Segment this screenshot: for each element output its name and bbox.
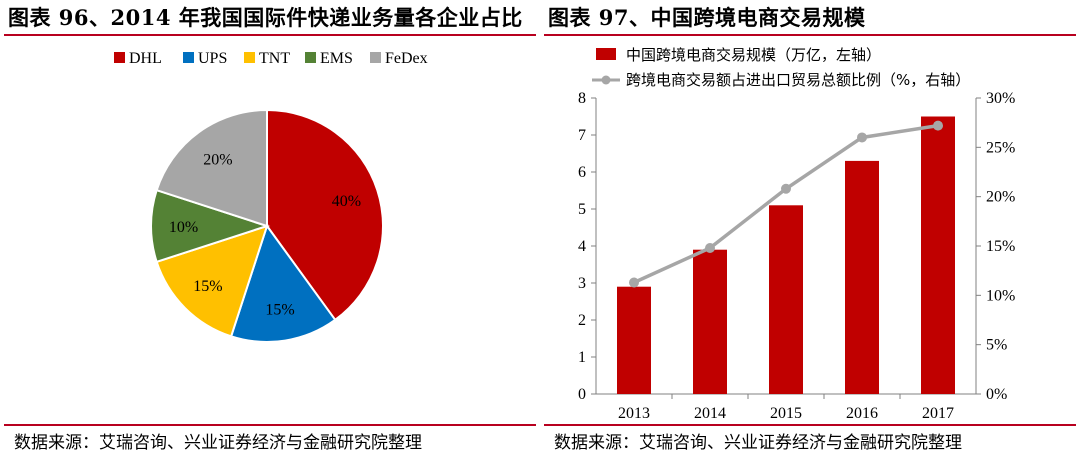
legend-item-bar-series: 中国跨境电商交易规模（万亿，左轴）: [596, 46, 881, 64]
bar-chart-title: 图表 97、中国跨境电商交易规模: [548, 5, 866, 30]
legend-label: 中国跨境电商交易规模（万亿，左轴）: [626, 46, 881, 64]
left-y-tick-label: 2: [578, 312, 586, 329]
legend-item-dhl: DHL: [114, 50, 162, 67]
pie-label-fedex: 20%: [203, 151, 232, 168]
left-y-tick-label: 4: [578, 238, 586, 255]
left-y-tick-label: 7: [578, 127, 586, 144]
legend-marker: [601, 75, 611, 85]
legend-item-tnt: TNT: [244, 50, 290, 67]
left-y-tick-label: 1: [578, 349, 586, 366]
pie-slice-fedex: [155, 108, 268, 228]
pie-label-ups: 15%: [265, 301, 294, 318]
pie-slice-dhl: [266, 108, 384, 322]
legend-swatch: [370, 52, 381, 63]
bar-line-chart: 中国跨境电商交易规模（万亿，左轴） 跨境电商交易额占进出口贸易总额比例（%，右轴）…: [578, 46, 1015, 422]
legend-item-ups: UPS: [183, 50, 227, 67]
right-y-tick-label: 0%: [986, 386, 1007, 403]
legend-item-line-series: 跨境电商交易额占进出口贸易总额比例（%，右轴）: [592, 71, 970, 89]
bar-2016: [845, 160, 879, 394]
pie-slice-ems: [150, 188, 271, 264]
x-tick-label: 2014: [694, 405, 726, 422]
legend-item-fedex: FeDex: [370, 50, 428, 67]
line-point-2016: [857, 132, 867, 143]
legend-label: FeDex: [385, 50, 428, 67]
legend-label: TNT: [259, 50, 290, 67]
legend-label: 跨境电商交易额占进出口贸易总额比例（%，右轴）: [626, 71, 970, 89]
pie-chart-title: 图表 96、2014 年我国国际件快递业务量各企业占比: [8, 5, 523, 30]
legend-swatch: [114, 52, 125, 63]
legend-swatch: [244, 52, 255, 63]
right-y-tick-label: 15%: [986, 238, 1015, 255]
title-rule: [544, 34, 1076, 36]
line-point-2014: [705, 242, 715, 253]
legend-swatch: [305, 52, 316, 63]
legend-swatch: [596, 48, 616, 60]
right-y-tick-label: 25%: [986, 139, 1015, 156]
source-rule: [544, 424, 1076, 426]
left-panel: 图表 96、2014 年我国国际件快递业务量各企业占比 DHL UPS TNT EMS…: [4, 5, 536, 453]
source-rule: [4, 424, 536, 426]
legend-swatch: [183, 52, 194, 63]
pie-label-ems: 10%: [169, 219, 198, 236]
x-tick-label: 2013: [618, 405, 650, 422]
pie-source-note: 数据来源：艾瑞咨询、兴业证券经济与金融研究院整理: [14, 433, 422, 453]
legend-label: UPS: [198, 50, 227, 67]
bar-2017: [921, 116, 955, 394]
left-y-tick-label: 6: [578, 164, 586, 181]
legend-label: EMS: [320, 50, 353, 67]
pie-label-dhl: 40%: [332, 193, 361, 210]
bar-2015: [769, 205, 803, 394]
x-tick-label: 2016: [846, 405, 878, 422]
left-y-tick-label: 8: [578, 90, 586, 107]
x-tick-label: 2015: [770, 405, 802, 422]
left-y-tick-label: 3: [578, 275, 586, 292]
right-y-tick-label: 30%: [986, 90, 1015, 107]
line-point-2013: [629, 277, 639, 288]
pie-chart: DHL UPS TNT EMS FeDex 40% 15% 15% 10% 20%: [114, 50, 428, 343]
legend-label: DHL: [129, 50, 162, 67]
left-y-tick-label: 5: [578, 201, 586, 218]
pie-label-tnt: 15%: [193, 278, 222, 295]
left-y-tick-label: 0: [578, 386, 586, 403]
right-panel: 图表 97、中国跨境电商交易规模 中国跨境电商交易规模（万亿，左轴） 跨境电商交易…: [540, 0, 1080, 456]
bar-source-note: 数据来源：艾瑞咨询、兴业证券经济与金融研究院整理: [554, 433, 962, 453]
right-y-tick-label: 10%: [986, 287, 1015, 304]
line-point-2017: [933, 120, 943, 131]
bar-2013: [617, 286, 651, 394]
title-rule: [4, 34, 536, 36]
bar-2014: [693, 249, 727, 394]
legend-item-ems: EMS: [305, 50, 353, 67]
pie-slice-ups: [229, 223, 337, 343]
x-tick-label: 2017: [922, 405, 954, 422]
right-y-tick-label: 20%: [986, 189, 1015, 206]
line-point-2015: [781, 183, 791, 194]
right-y-tick-label: 5%: [986, 337, 1007, 354]
